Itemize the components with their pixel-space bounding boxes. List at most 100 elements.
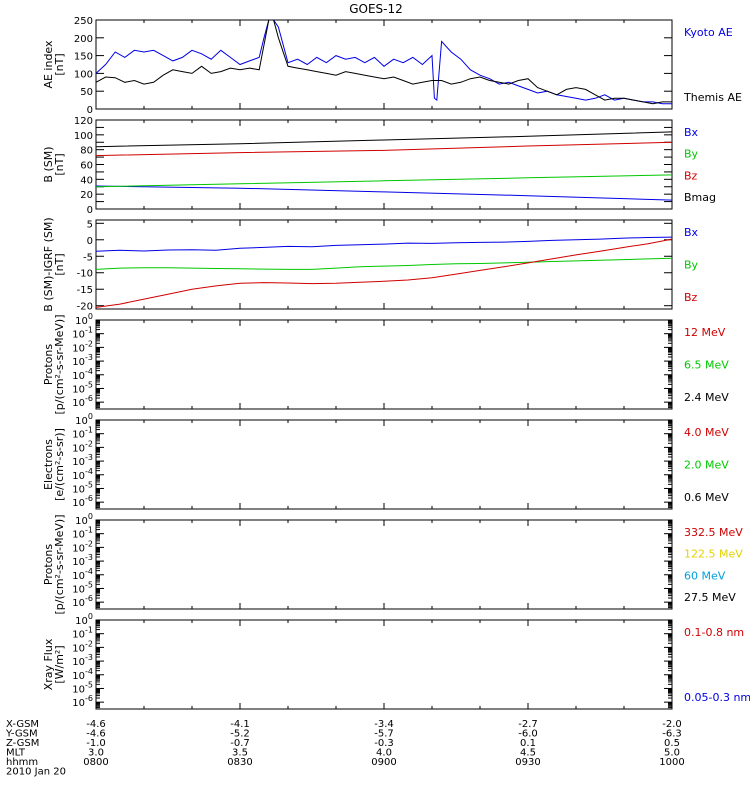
time-row-value: -0.3	[374, 738, 394, 749]
y-tick-label-exponent: -4	[85, 367, 93, 376]
time-row-value: -5.7	[374, 729, 394, 740]
legend-themis-ae: Themis AE	[683, 91, 742, 104]
time-row-value: 0900	[371, 757, 396, 768]
y-tick-label-exponent: -5	[85, 680, 93, 689]
y-tick-label-base: 10	[72, 484, 85, 495]
time-row-value: -0.7	[230, 738, 250, 749]
legend-bmag: Bmag	[684, 191, 716, 204]
time-row-value: -3.4	[374, 719, 394, 730]
y-tick-label-exponent: -4	[85, 567, 93, 576]
y-tick-label: 10-6	[72, 494, 93, 509]
y-axis-label: Protons	[42, 544, 55, 585]
y-tick-label: 10-6	[72, 694, 93, 709]
time-row-value: 5.0	[664, 748, 680, 759]
y-axis-unit: [nT]	[53, 253, 66, 275]
time-row-value: 4.0	[376, 748, 392, 759]
y-tick-label-exponent: -6	[85, 594, 93, 603]
panel-3-frame	[95, 219, 673, 310]
y-tick-label-base: 10	[72, 543, 85, 554]
y-tick-label-base: 10	[72, 343, 85, 354]
y-tick-label-base: 10	[72, 571, 85, 582]
series-by-line	[95, 174, 673, 188]
y-tick-label: 10-2	[72, 339, 93, 354]
time-row-label: X-GSM	[6, 719, 39, 730]
legend-0-1-0-8-nm: 0.1-0.8 nm	[684, 626, 744, 639]
y-tick-label-base: 10	[72, 643, 85, 654]
y-tick-label: 10-1	[72, 426, 93, 441]
y-tick-label-base: 10	[72, 557, 85, 568]
y-axis-unit: [W/m²]	[53, 645, 66, 683]
y-axis-label: Electrons	[42, 439, 55, 490]
y-tick-label-base: 10	[72, 630, 85, 641]
series-kyoto-ae-line	[95, 19, 672, 105]
legend-kyoto-ae: Kyoto AE	[684, 26, 733, 39]
y-axis-label: Xray Flux	[42, 638, 55, 690]
y-axis-unit: [p/(cm²-s-sr-MeV)]	[53, 315, 66, 415]
y-tick-label-exponent: -4	[85, 667, 93, 676]
y-tick-label-exponent: 0	[88, 612, 93, 621]
y-tick-label-exponent: -1	[85, 426, 93, 435]
legend-by: By	[684, 148, 699, 161]
y-tick-label-exponent: -6	[85, 494, 93, 503]
legend-60-mev: 60 MeV	[684, 569, 726, 582]
y-tick-label-exponent: -4	[85, 467, 93, 476]
y-tick-label-base: 10	[75, 416, 88, 427]
y-tick-label-base: 10	[72, 430, 85, 441]
y-tick-label-exponent: -3	[85, 353, 93, 362]
y-tick-label: 60	[80, 161, 93, 172]
y-tick-label-exponent: -3	[85, 453, 93, 462]
y-tick-label: 100	[75, 412, 93, 427]
y-tick-label: 100	[75, 612, 93, 627]
y-tick-label: 10-4	[72, 567, 93, 582]
y-tick-label-exponent: -5	[85, 580, 93, 589]
y-tick-label-exponent: -5	[85, 480, 93, 489]
y-axis-unit: [nT]	[53, 53, 66, 75]
y-tick-label: 200	[74, 34, 93, 45]
y-axis-label: Protons	[42, 344, 55, 385]
y-tick-label: 5	[87, 219, 93, 230]
y-tick-label-base: 10	[72, 671, 85, 682]
legend-0-05-0-3-nm: 0.05-0.3 nm	[684, 691, 750, 704]
time-axis: X-GSM -4.6 -4.1 -3.4 -2.7 -2.0 Y-GSM -4.6 -5.2 -5…	[5, 719, 685, 778]
panel-6: 10-610-510-410-310-210-1100Protons[p/(cm…	[42, 512, 743, 615]
time-row-value: -6.0	[518, 729, 538, 740]
time-row-value: -5.2	[230, 729, 250, 740]
time-row-value: 0.1	[520, 738, 536, 749]
time-row-label: Z-GSM	[6, 738, 39, 749]
y-tick-label-exponent: -2	[85, 539, 93, 548]
time-row-value: -1.0	[86, 738, 106, 749]
y-tick-label: 50	[80, 87, 93, 98]
y-tick-label: 20	[80, 190, 93, 201]
y-tick-label-base: 10	[72, 584, 85, 595]
panel-1: 0 50 100 150 200 250 AE index[nT] Kyoto AE Themi…	[42, 16, 742, 116]
y-tick-label-base: 10	[72, 443, 85, 454]
y-tick-label-base: 10	[72, 398, 85, 409]
series-bz-line	[95, 238, 673, 308]
y-tick-label-exponent: -2	[85, 439, 93, 448]
panel-2: 0 20 40 60 80 100 120 B (SM)[nT] Bx By Bz Bmag	[42, 116, 716, 216]
y-tick-label-exponent: -2	[85, 639, 93, 648]
series-themis-ae-line	[95, 19, 672, 105]
y-tick-label: 120	[74, 116, 93, 127]
y-tick-label-exponent: -3	[85, 653, 93, 662]
y-tick-label: 10-5	[72, 480, 93, 495]
series-bz-line	[95, 141, 673, 157]
panel-5: 10-610-510-410-310-210-1100Electrons[e/(…	[42, 412, 729, 510]
time-row-value: -6.3	[662, 729, 682, 740]
y-axis-label: AE index	[42, 40, 55, 89]
y-tick-label-exponent: -6	[85, 694, 93, 703]
y-tick-label-base: 10	[72, 471, 85, 482]
y-tick-label: 10-2	[72, 639, 93, 654]
y-tick-label-exponent: -6	[85, 394, 93, 403]
y-tick-label-exponent: 0	[88, 312, 93, 321]
y-tick-label-base: 10	[72, 684, 85, 695]
time-row-value: 0800	[83, 757, 108, 768]
y-tick-label-base: 10	[75, 516, 88, 527]
y-tick-label-base: 10	[72, 698, 85, 709]
y-tick-label: 10-6	[72, 394, 93, 409]
time-row-label: Y-GSM	[5, 729, 38, 740]
y-tick-label: 10-3	[72, 553, 93, 568]
y-axis-label: B (SM)-IGRF (SM)	[42, 217, 55, 311]
time-row-value: 0830	[227, 757, 252, 768]
